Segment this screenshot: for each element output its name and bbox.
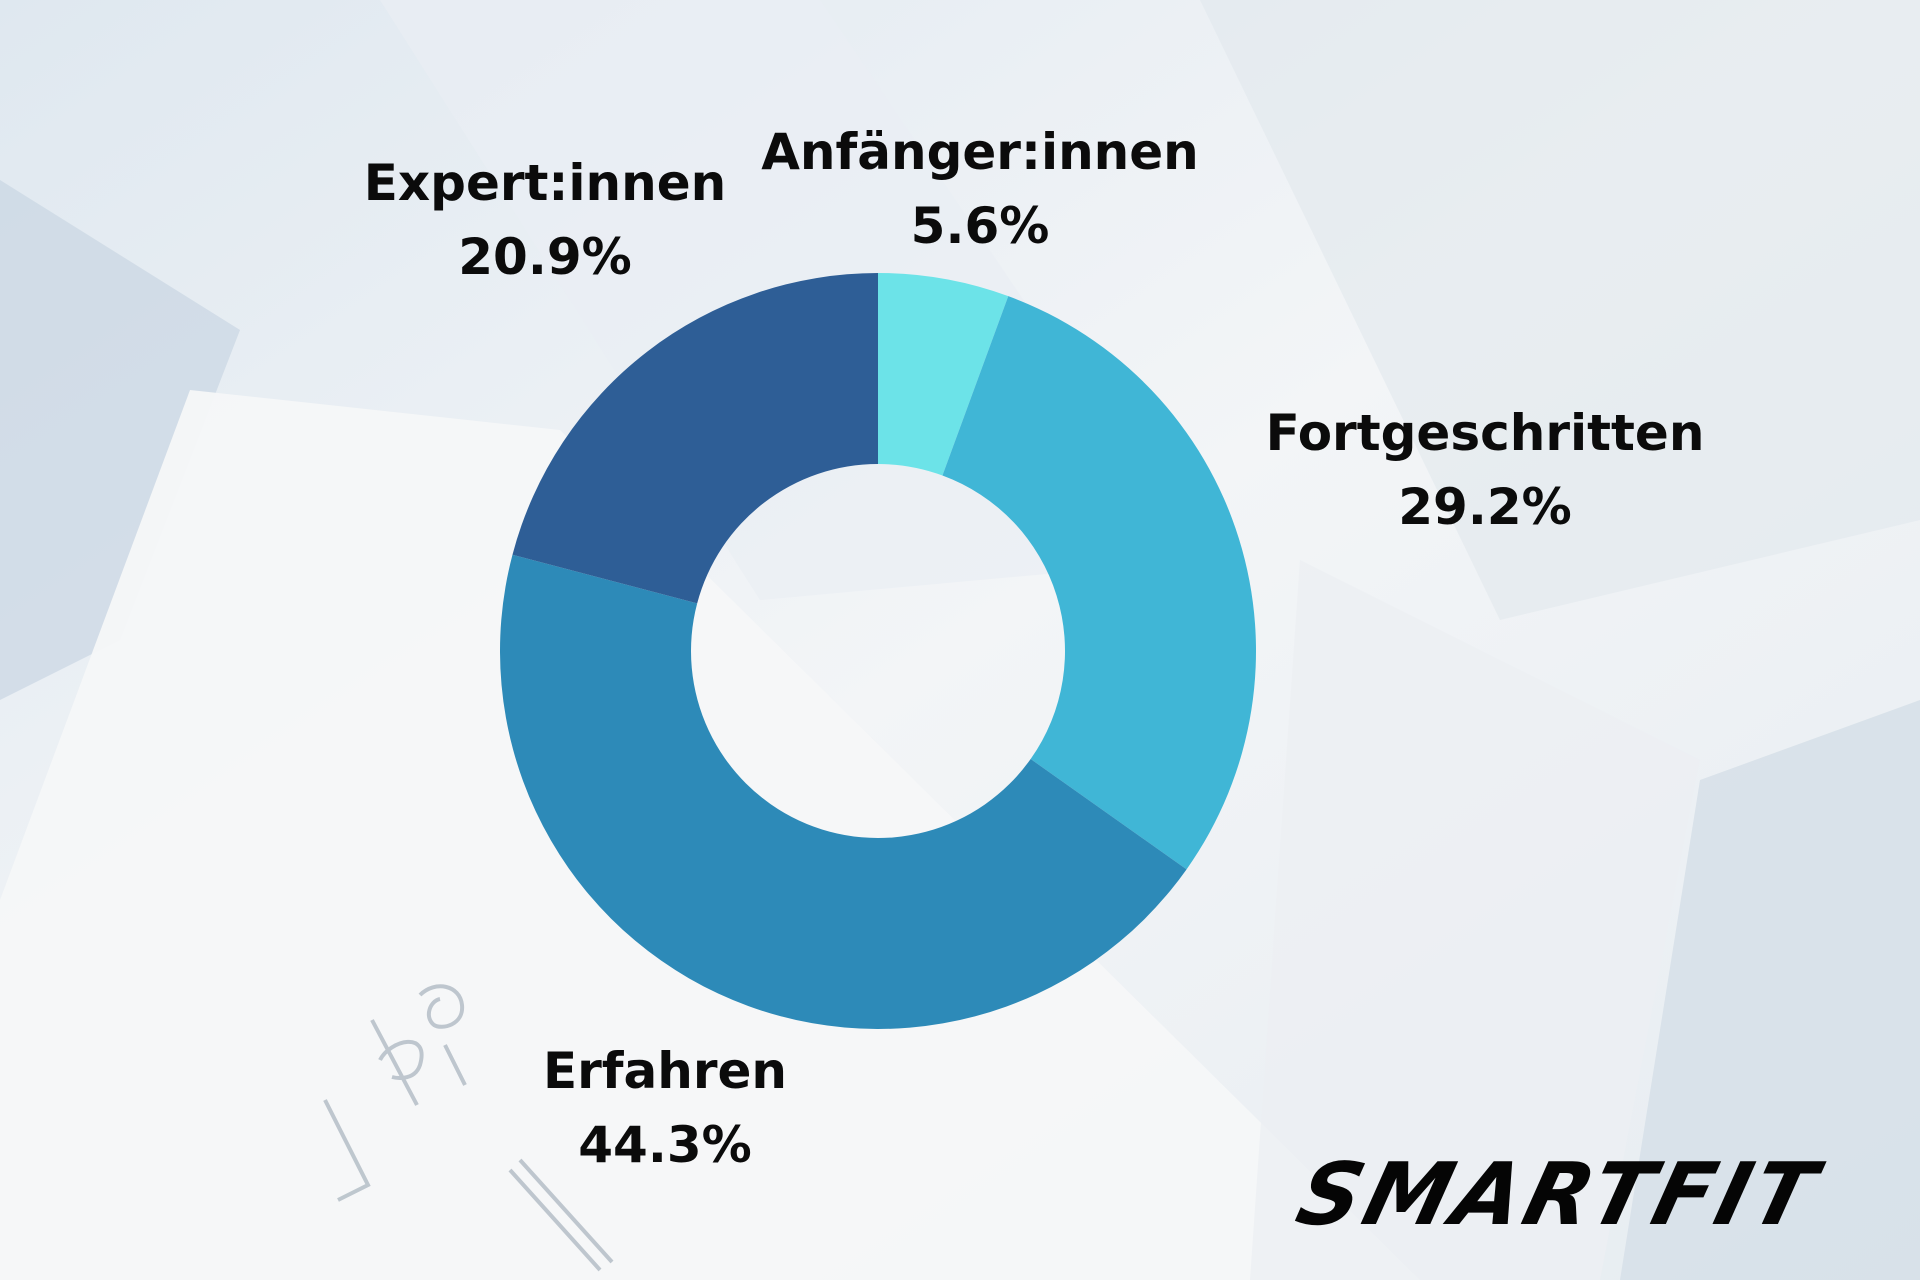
slice-label-erfahren: Erfahren 44.3% (500, 1034, 830, 1182)
slice-label-value: 20.9% (458, 228, 632, 286)
slice-label-name: Erfahren (542, 1042, 788, 1100)
slice-label-fortgeschritten: Fortgeschritten 29.2% (1240, 396, 1730, 544)
donut-slice-2 (500, 554, 1187, 1029)
slice-label-name: Fortgeschritten (1265, 404, 1705, 462)
slice-label-anfaenger: Anfänger:innen 5.6% (720, 115, 1240, 263)
donut-slice-1 (942, 296, 1256, 870)
slice-label-value: 29.2% (1398, 478, 1572, 536)
smartfit-logo: SMARTFIT (1287, 1145, 1829, 1245)
slice-label-name: Anfänger:innen (761, 123, 1199, 181)
slice-label-expert: Expert:innen 20.9% (340, 146, 750, 294)
donut-slice-3 (512, 273, 878, 604)
slice-label-value: 5.6% (910, 197, 1050, 255)
slice-label-name: Expert:innen (363, 154, 727, 212)
donut-slice-0 (878, 273, 1009, 476)
slice-label-value: 44.3% (578, 1116, 752, 1174)
donut-slices (500, 273, 1256, 1029)
